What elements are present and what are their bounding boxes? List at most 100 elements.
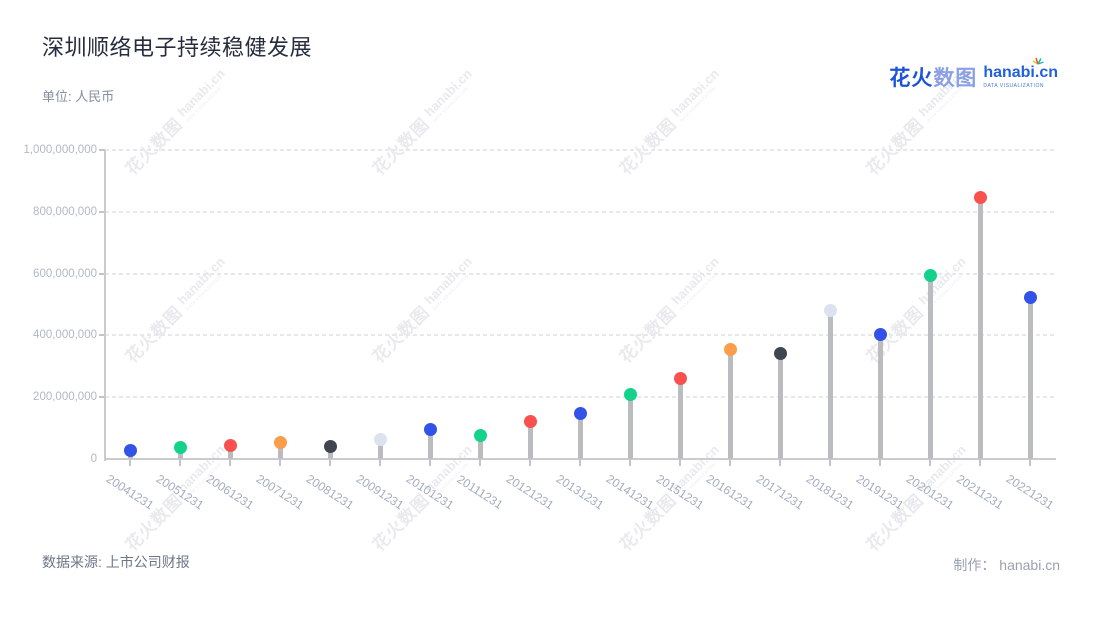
x-axis-tick [979, 460, 981, 466]
gridline-800,000,000 [105, 210, 1055, 213]
x-axis-label-20141231: 20141231 [603, 471, 657, 513]
x-axis-label-20221231: 20221231 [1003, 471, 1057, 513]
lollipop-stem-20101231 [427, 429, 433, 459]
lollipop-stem-20161231 [727, 349, 733, 459]
x-axis-line [104, 458, 1056, 460]
y-axis-label: 1,000,000,000 [23, 144, 97, 156]
y-axis-tick [99, 210, 105, 213]
x-axis-tick [729, 460, 731, 466]
x-axis-label-20061231: 20061231 [203, 471, 257, 513]
x-axis-label-20131231: 20131231 [553, 471, 607, 513]
data-point-20211231[interactable] [973, 191, 987, 205]
data-point-20061231[interactable] [223, 439, 237, 453]
data-point-20141231[interactable] [623, 387, 637, 401]
lollipop-stem-20121231 [527, 421, 533, 459]
data-point-20191231[interactable] [873, 327, 887, 341]
y-axis-tick [99, 396, 105, 399]
data-point-20181231[interactable] [823, 304, 837, 318]
x-axis-tick [579, 460, 581, 466]
credit-label: 制作： hanabi.cn [953, 557, 1060, 573]
lollipop-stem-20071231 [277, 442, 283, 459]
lollipop-stem-20191231 [877, 334, 883, 459]
sparkle-icon [1032, 57, 1044, 65]
y-axis-tick [99, 149, 105, 151]
gridline-400,000,000 [105, 334, 1055, 337]
data-point-20221231[interactable] [1023, 291, 1037, 305]
x-axis-tick [829, 460, 831, 466]
lollipop-stem-20061231 [227, 445, 233, 459]
y-axis-line [104, 150, 106, 461]
x-axis-tick [779, 460, 781, 466]
x-axis-tick [379, 460, 381, 466]
x-axis-label-20111231: 20111231 [454, 472, 506, 512]
x-axis-tick [1029, 460, 1031, 466]
x-axis-label-20081231: 20081231 [303, 471, 357, 513]
y-axis-label: 800,000,000 [33, 205, 97, 218]
lollipop-stem-20111231 [477, 435, 483, 459]
logo-brand-cn-bold: 花火 [889, 67, 934, 90]
x-axis-label-20121231: 20121231 [503, 471, 557, 513]
x-axis-tick [179, 460, 181, 466]
data-point-20201231[interactable] [923, 268, 937, 282]
x-axis-label-20191231: 20191231 [853, 471, 907, 513]
x-axis-tick [429, 460, 431, 466]
lollipop-stem-20171231 [777, 353, 783, 459]
x-axis-tick [129, 460, 131, 466]
x-axis-tick [229, 460, 231, 466]
unit-label: 单位: 人民币 [42, 89, 115, 104]
lollipop-stem-20211231 [977, 197, 983, 459]
hanabi-logo: 花火 数图 hanabi.cn DATA VISUALIZATION [889, 57, 1058, 92]
data-point-20101231[interactable] [423, 423, 437, 437]
y-axis-label: 600,000,000 [33, 267, 97, 280]
y-axis-label: 200,000,000 [33, 391, 97, 404]
lollipop-stem-20201231 [927, 275, 933, 459]
data-point-20161231[interactable] [723, 342, 737, 356]
data-point-20081231[interactable] [323, 439, 337, 453]
lollipop-stem-20091231 [377, 439, 383, 459]
x-axis-label-20101231: 20101231 [403, 471, 457, 513]
data-point-20091231[interactable] [373, 433, 387, 447]
data-point-20131231[interactable] [573, 407, 587, 421]
x-axis-label-20201231: 20201231 [903, 471, 957, 513]
x-axis-tick [879, 460, 881, 466]
data-point-20111231[interactable] [473, 428, 487, 442]
data-point-20071231[interactable] [273, 435, 287, 449]
x-axis-tick [529, 460, 531, 466]
lollipop-stem-20151231 [677, 378, 683, 459]
x-axis-label-20171231: 20171231 [753, 471, 807, 513]
y-axis-label-zero: 0 [90, 453, 97, 465]
data-source-label: 数据来源: 上市公司财报 [42, 554, 190, 570]
gridline-200,000,000 [105, 396, 1055, 399]
x-axis-label-20041231: 20041231 [103, 471, 157, 513]
gridline-1,000,000,000 [105, 149, 1055, 151]
data-point-20171231[interactable] [773, 347, 787, 361]
logo-tagline: DATA VISUALIZATION [983, 83, 1045, 89]
x-axis-label-20071231: 20071231 [253, 471, 307, 513]
lollipop-stem-20221231 [1027, 297, 1033, 459]
x-axis-tick [479, 460, 481, 466]
lollipop-stem-20181231 [827, 310, 833, 459]
logo-brand-cn-light: 数图 [933, 67, 978, 90]
data-point-20121231[interactable] [523, 415, 537, 429]
x-axis-label-20181231: 20181231 [803, 471, 857, 513]
y-axis-tick [99, 272, 105, 275]
y-axis-tick [99, 334, 105, 337]
data-point-20051231[interactable] [173, 441, 187, 455]
data-point-20041231[interactable] [123, 444, 137, 458]
x-axis-tick [679, 460, 681, 466]
x-axis-tick [629, 460, 631, 466]
x-axis-label-20151231: 20151231 [653, 471, 707, 513]
lollipop-stem-20131231 [577, 413, 583, 459]
chart-title: 深圳顺络电子持续稳健发展 [42, 35, 313, 60]
data-point-20151231[interactable] [673, 372, 687, 386]
gridline-600,000,000 [105, 272, 1055, 275]
x-axis-label-20211231: 20211231 [954, 471, 1006, 513]
x-axis-label-20161231: 20161231 [703, 471, 757, 513]
x-axis-label-20091231: 20091231 [353, 471, 407, 513]
y-axis-label: 400,000,000 [33, 329, 97, 342]
x-axis-tick [279, 460, 281, 466]
logo-domain-text: hanabi.cn [983, 64, 1058, 81]
logo-domain-block: hanabi.cn DATA VISUALIZATION [983, 57, 1058, 89]
